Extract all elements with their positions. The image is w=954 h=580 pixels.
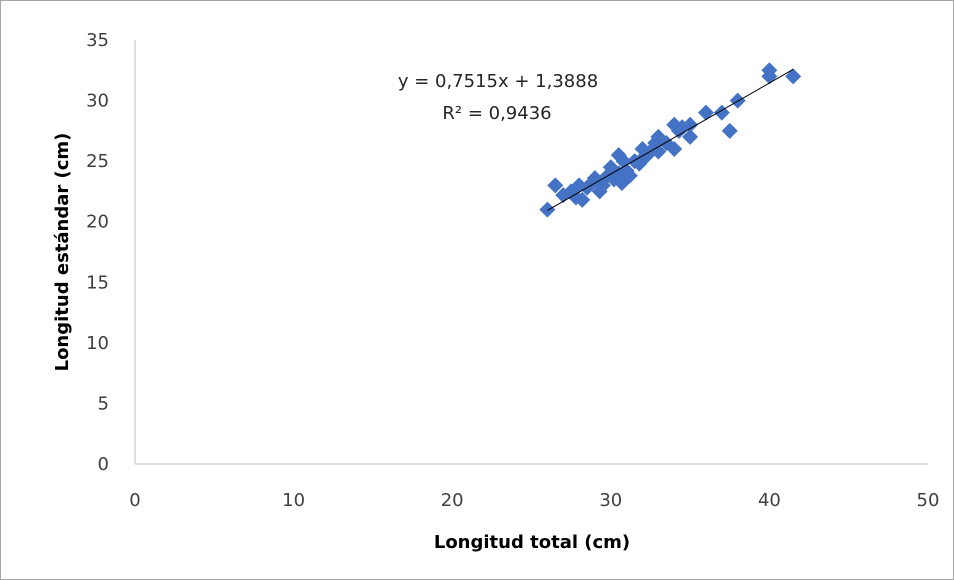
y-tick-label: 10: [86, 333, 109, 354]
data-point: [761, 62, 778, 79]
y-axis-title: Longitud estándar (cm): [52, 133, 73, 372]
r-squared-label: R² = 0,9436: [442, 103, 551, 124]
data-point: [713, 104, 730, 121]
data-point: [785, 68, 802, 85]
axes: 0 10 20 30 40 50 0 5 10 15 20 25 30 35: [86, 30, 939, 511]
data-point: [539, 201, 556, 218]
data-point: [682, 128, 699, 145]
x-axis-title: Longitud total (cm): [434, 532, 630, 553]
x-tick-label: 40: [758, 490, 781, 511]
x-tick-label: 30: [599, 490, 622, 511]
trendline-equation: y = 0,7515x + 1,3888: [398, 71, 598, 92]
y-tick-label: 35: [86, 30, 109, 51]
y-tick-label: 0: [98, 454, 109, 475]
data-point: [547, 177, 564, 194]
y-tick-label: 25: [86, 151, 109, 172]
y-tick-label: 20: [86, 212, 109, 233]
x-tick-label: 20: [441, 490, 464, 511]
x-tick-label: 0: [129, 490, 140, 511]
data-point: [682, 116, 699, 133]
data-point: [621, 167, 638, 184]
data-point: [650, 143, 667, 160]
data-point: [729, 92, 746, 109]
y-tick-label: 5: [98, 393, 109, 414]
trendline: [547, 68, 794, 211]
data-point: [697, 104, 714, 121]
data-point: [574, 191, 591, 208]
data-points: [539, 62, 802, 218]
trendline-group: [547, 68, 794, 211]
x-tick-label: 50: [917, 490, 940, 511]
data-point: [721, 122, 738, 139]
y-tick-label: 15: [86, 272, 109, 293]
data-point: [666, 141, 683, 158]
y-tick-label: 30: [86, 91, 109, 112]
x-tick-label: 10: [282, 490, 305, 511]
